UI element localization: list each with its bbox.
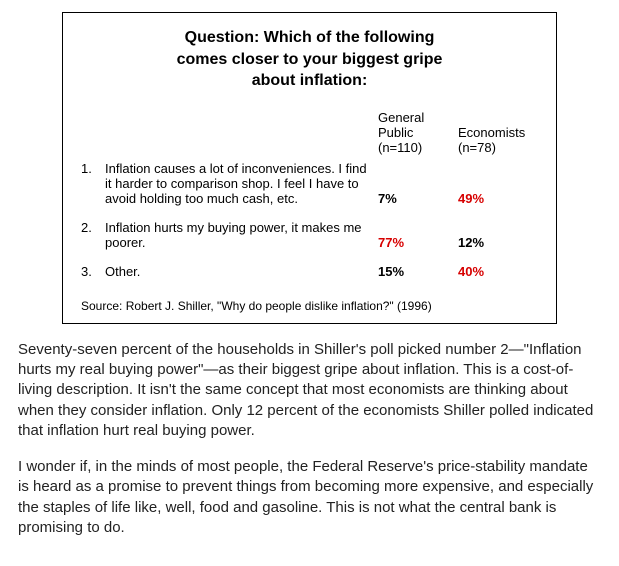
row-val-public: 15% — [378, 264, 458, 293]
body-paragraph: I wonder if, in the minds of most people… — [18, 457, 601, 538]
question-box: Question: Which of the following comes c… — [62, 12, 557, 324]
source-line: Source: Robert J. Shiller, "Why do peopl… — [81, 299, 538, 313]
row-num: 3. — [81, 264, 105, 293]
row-text: Inflation hurts my buying power, it make… — [105, 220, 378, 264]
row-num: 1. — [81, 161, 105, 220]
row-val-public: 7% — [378, 161, 458, 220]
title-line-2: comes closer to your biggest gripe — [177, 51, 443, 68]
survey-table: General Public (n=110) Economists (n=78)… — [81, 110, 538, 293]
title-line-1: Question: Which of the following — [185, 29, 435, 46]
question-title: Question: Which of the following comes c… — [81, 27, 538, 92]
table-header-row: General Public (n=110) Economists (n=78) — [81, 110, 538, 161]
row-val-public: 77% — [378, 220, 458, 264]
col-header-economists: Economists (n=78) — [458, 110, 538, 161]
row-text: Other. — [105, 264, 378, 293]
col-header-public: General Public (n=110) — [378, 110, 458, 161]
table-row: 3. Other. 15% 40% — [81, 264, 538, 293]
row-val-economists: 40% — [458, 264, 538, 293]
row-val-economists: 49% — [458, 161, 538, 220]
table-row: 1. Inflation causes a lot of inconvenien… — [81, 161, 538, 220]
title-line-3: about inflation: — [252, 72, 368, 89]
row-num: 2. — [81, 220, 105, 264]
body-paragraph: Seventy-seven percent of the households … — [18, 340, 601, 441]
row-text: Inflation causes a lot of inconveniences… — [105, 161, 378, 220]
row-val-economists: 12% — [458, 220, 538, 264]
table-row: 2. Inflation hurts my buying power, it m… — [81, 220, 538, 264]
